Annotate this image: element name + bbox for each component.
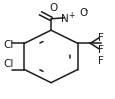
- Text: F: F: [97, 56, 103, 66]
- Text: O: O: [49, 3, 57, 13]
- Text: +: +: [68, 11, 74, 20]
- Text: F: F: [97, 44, 103, 55]
- Text: F: F: [97, 33, 103, 43]
- Text: O: O: [79, 8, 87, 18]
- Text: N: N: [60, 14, 68, 24]
- Text: -: -: [84, 6, 87, 15]
- Text: Cl: Cl: [3, 59, 14, 69]
- Text: Cl: Cl: [3, 40, 14, 50]
